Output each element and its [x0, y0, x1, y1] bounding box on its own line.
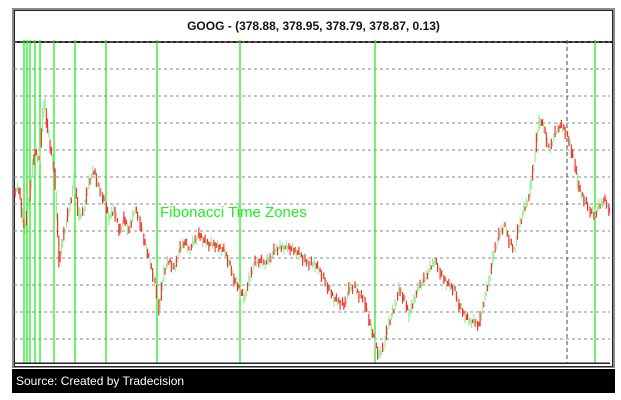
- chart-title: GOOG - (378.88, 378.95, 378.79, 378.87, …: [15, 11, 612, 43]
- source-caption: Source: Created by Tradecision: [12, 369, 615, 393]
- plot-area: Fibonacci Time Zones: [14, 40, 610, 364]
- annotation-label: Fibonacci Time Zones: [160, 204, 307, 221]
